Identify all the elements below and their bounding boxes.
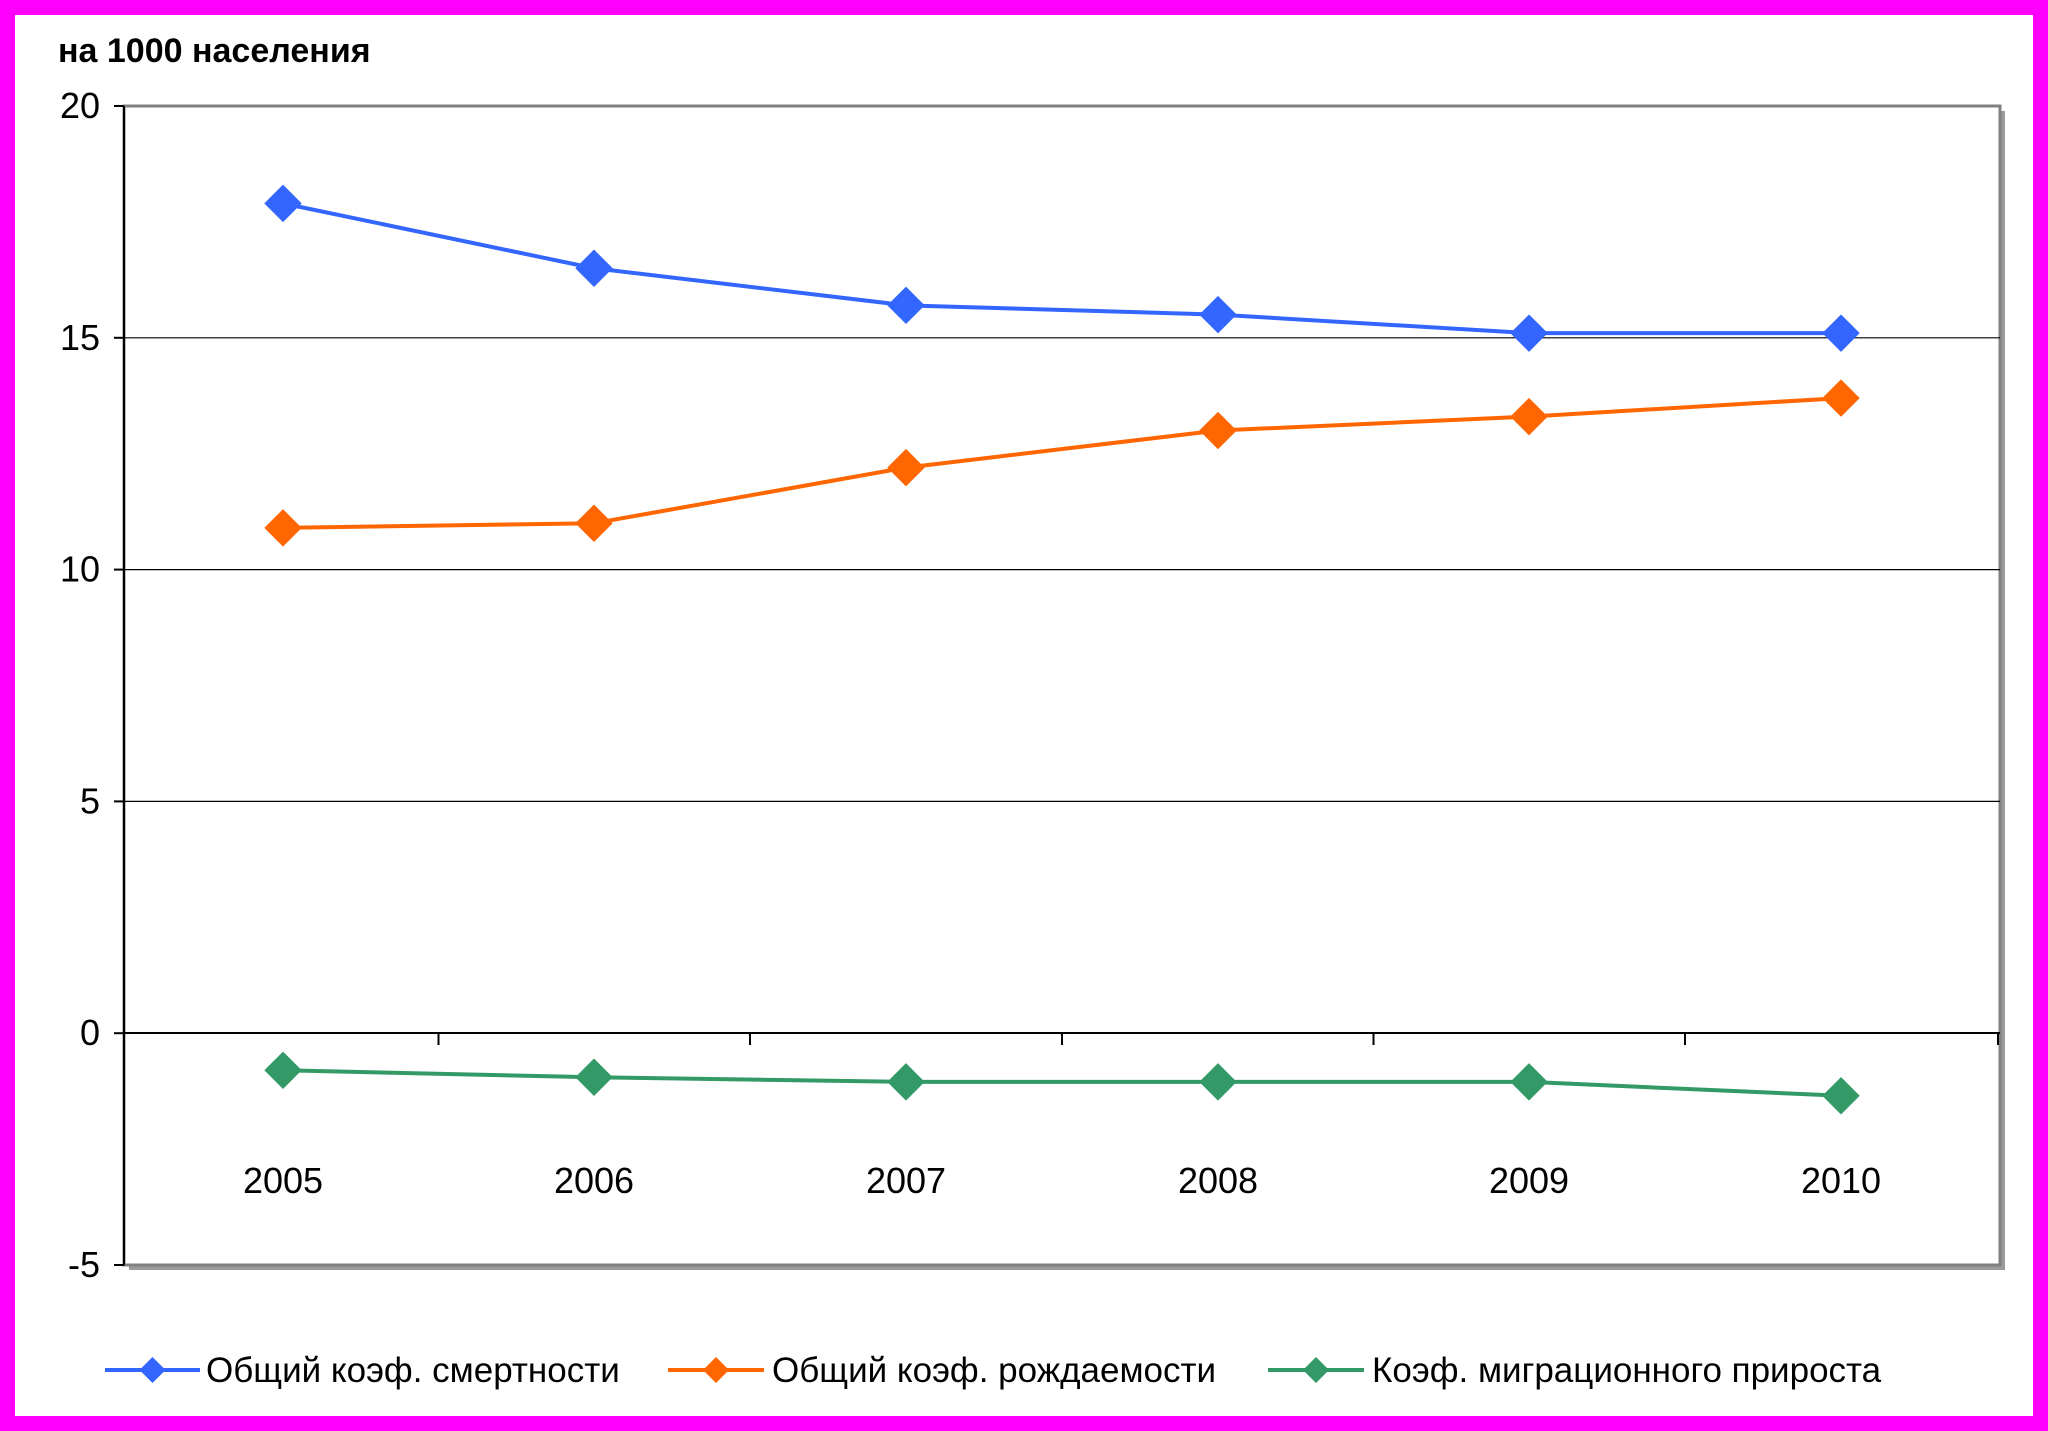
x-tick-label: 2006 [554, 1160, 634, 1201]
data-point-marker [1822, 1077, 1860, 1115]
data-point-marker [264, 184, 302, 223]
series-line-2 [282, 396, 1842, 530]
x-tick-label: 2009 [1489, 1160, 1569, 1201]
legend-label: Общий коэф. рождаемости [772, 1351, 1216, 1390]
legend-diamond-icon [1303, 1357, 1329, 1383]
data-point-marker [887, 1063, 925, 1101]
data-point-marker [1199, 295, 1237, 334]
data-point-marker [1199, 411, 1237, 450]
y-tick-label: 10 [60, 549, 100, 590]
data-point-marker [1510, 397, 1548, 436]
data-point-marker [575, 1058, 613, 1096]
x-tick-label: 2010 [1801, 1160, 1881, 1201]
data-point-marker [887, 286, 925, 325]
legend-label: Коэф. миграционного прироста [1372, 1351, 1882, 1390]
data-point-marker [575, 249, 613, 287]
data-point-marker [1199, 1063, 1237, 1101]
data-point-marker [1510, 1063, 1548, 1101]
data-point-marker [887, 448, 925, 487]
y-tick-label: -5 [68, 1244, 100, 1285]
x-tick-label: 2008 [1178, 1160, 1258, 1201]
data-point-marker [264, 509, 302, 547]
legend-diamond-icon [703, 1357, 729, 1383]
data-point-marker [1822, 379, 1860, 417]
x-tick-label: 2005 [243, 1160, 323, 1201]
series-line-3 [282, 1068, 1842, 1098]
y-tick-label: 15 [60, 317, 100, 358]
series-line-1 [282, 201, 1841, 336]
legend-diamond-icon [139, 1357, 166, 1383]
data-point-marker [264, 1051, 302, 1089]
data-point-marker [1822, 314, 1860, 352]
data-point-marker [575, 504, 613, 542]
y-axis-unit-label: на 1000 населения [58, 32, 371, 70]
y-tick-label: 5 [80, 780, 100, 821]
y-tick-label: 20 [60, 85, 100, 126]
x-tick-label: 2007 [866, 1160, 946, 1201]
legend-label: Общий коэф. смертности [206, 1351, 620, 1390]
data-point-marker [1510, 314, 1548, 352]
y-tick-label: 0 [80, 1012, 100, 1053]
